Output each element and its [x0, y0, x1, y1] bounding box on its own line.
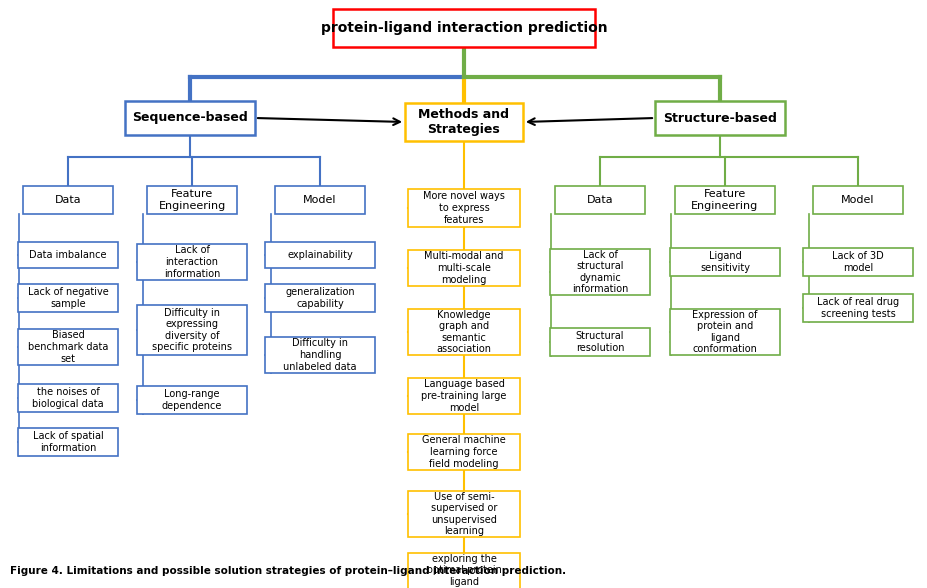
Text: Structural
resolution: Structural resolution [575, 331, 624, 353]
Bar [265, 337, 375, 373]
Text: Figure 4. Limitations and possible solution strategies of protein–ligand interac: Figure 4. Limitations and possible solut… [10, 566, 565, 576]
Bar [274, 186, 364, 214]
Text: Model: Model [303, 195, 337, 205]
Bar [550, 249, 649, 295]
Bar [146, 186, 236, 214]
Text: General machine
learning force
field modeling: General machine learning force field mod… [422, 435, 505, 469]
Bar [408, 553, 519, 588]
Bar [23, 186, 113, 214]
Text: More novel ways
to express
features: More novel ways to express features [423, 192, 504, 225]
Bar [18, 284, 118, 312]
Text: Ligand
sensitivity: Ligand sensitivity [699, 251, 749, 273]
Bar [408, 250, 519, 286]
Bar [550, 328, 649, 356]
Bar [408, 378, 519, 414]
Text: Difficulty in
handling
unlabeled data: Difficulty in handling unlabeled data [283, 339, 356, 372]
Text: protein-ligand interaction prediction: protein-ligand interaction prediction [321, 21, 606, 35]
Text: Multi-modal and
multi-scale
modeling: Multi-modal and multi-scale modeling [424, 252, 503, 285]
Bar [408, 491, 519, 537]
Bar [18, 242, 118, 268]
Text: Lack of real drug
screening tests: Lack of real drug screening tests [816, 297, 898, 319]
Bar [408, 189, 519, 227]
Bar [137, 305, 247, 355]
Bar [674, 186, 774, 214]
Bar [137, 244, 247, 280]
Bar [802, 248, 912, 276]
Bar [802, 294, 912, 322]
Text: Feature
Engineering: Feature Engineering [159, 189, 225, 211]
Bar [18, 384, 118, 412]
Bar [408, 309, 519, 355]
Text: Use of semi-
supervised or
unsupervised
learning: Use of semi- supervised or unsupervised … [430, 492, 497, 536]
Text: Data imbalance: Data imbalance [30, 250, 107, 260]
Text: Lack of 3D
model: Lack of 3D model [832, 251, 883, 273]
Text: Data: Data [55, 195, 82, 205]
Text: Knowledge
graph and
semantic
association: Knowledge graph and semantic association [436, 310, 491, 355]
Bar [554, 186, 644, 214]
Bar [137, 386, 247, 414]
Bar [654, 101, 784, 135]
Bar [408, 434, 519, 470]
Bar [669, 248, 780, 276]
Text: explainability: explainability [286, 250, 352, 260]
Bar [669, 309, 780, 355]
Text: Difficulty in
expressing
diversity of
specific proteins: Difficulty in expressing diversity of sp… [152, 308, 232, 352]
Bar [812, 186, 902, 214]
Bar [333, 9, 594, 47]
Text: the noises of
biological data: the noises of biological data [32, 387, 104, 409]
Text: Data: Data [586, 195, 613, 205]
Bar [265, 284, 375, 312]
Text: generalization
capability: generalization capability [285, 287, 354, 309]
Text: Long-range
dependence: Long-range dependence [161, 389, 222, 411]
Text: Lack of
interaction
information: Lack of interaction information [164, 245, 220, 279]
Text: Sequence-based: Sequence-based [132, 112, 248, 125]
Text: Methods and
Strategies: Methods and Strategies [418, 108, 509, 136]
Text: Lack of spatial
information: Lack of spatial information [32, 431, 103, 453]
Text: Language based
pre-training large
model: Language based pre-training large model [421, 379, 506, 413]
Text: Feature
Engineering: Feature Engineering [691, 189, 757, 211]
Text: Structure-based: Structure-based [663, 112, 776, 125]
Bar [125, 101, 255, 135]
Bar [18, 329, 118, 365]
Text: Lack of
structural
dynamic
information: Lack of structural dynamic information [571, 249, 628, 295]
Text: Expression of
protein and
ligand
conformation: Expression of protein and ligand conform… [692, 310, 756, 355]
Text: Lack of negative
sample: Lack of negative sample [28, 287, 108, 309]
Text: Model: Model [841, 195, 874, 205]
Text: exploring the
optimal protein
ligand
conformation: exploring the optimal protein ligand con… [426, 553, 501, 588]
Text: Biased
benchmark data
set: Biased benchmark data set [28, 330, 108, 363]
Bar [18, 428, 118, 456]
Bar [265, 242, 375, 268]
Bar [404, 103, 523, 141]
